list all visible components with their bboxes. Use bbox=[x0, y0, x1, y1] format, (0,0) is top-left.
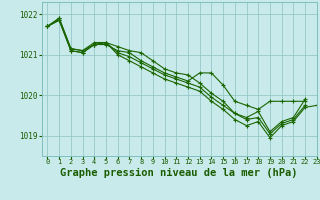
X-axis label: Graphe pression niveau de la mer (hPa): Graphe pression niveau de la mer (hPa) bbox=[60, 168, 298, 178]
